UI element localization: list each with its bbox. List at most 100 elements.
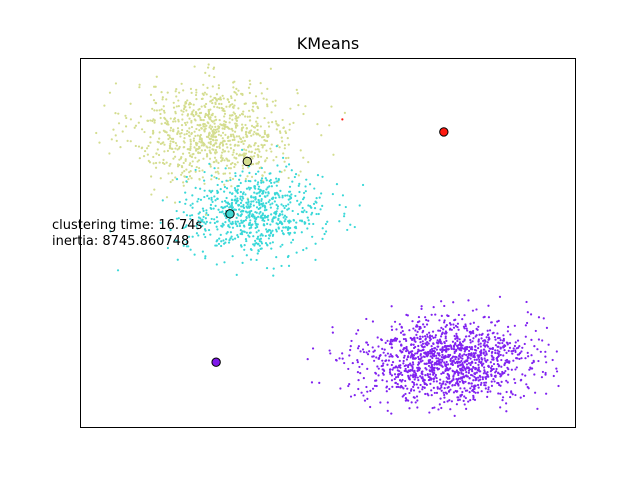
scatter-point	[256, 122, 259, 125]
scatter-point	[233, 187, 237, 190]
scatter-point	[449, 367, 452, 370]
scatter-point	[236, 233, 239, 237]
scatter-point	[344, 205, 347, 209]
scatter-point	[227, 224, 230, 227]
scatter-point	[399, 349, 402, 353]
scatter-point	[257, 144, 260, 148]
scatter-point	[175, 209, 178, 213]
scatter-point	[188, 151, 191, 155]
scatter-point	[393, 373, 397, 376]
scatter-point	[209, 221, 212, 224]
scatter-point	[477, 363, 480, 367]
scatter-point	[486, 373, 489, 377]
scatter-point	[151, 129, 155, 132]
scatter-point	[260, 240, 263, 243]
scatter-point	[231, 153, 234, 156]
scatter-point	[396, 383, 399, 386]
scatter-point	[234, 143, 237, 146]
scatter-point	[477, 325, 480, 328]
scatter-point	[443, 400, 446, 404]
scatter-point	[458, 360, 461, 364]
scatter-point	[437, 329, 440, 332]
scatter-point	[220, 106, 223, 110]
scatter-point	[235, 122, 238, 125]
scatter-point	[236, 161, 239, 164]
scatter-point	[461, 380, 464, 384]
scatter-point	[248, 109, 251, 112]
scatter-point	[447, 348, 450, 351]
scatter-point	[204, 102, 208, 106]
scatter-point	[365, 351, 368, 354]
scatter-point	[394, 365, 398, 368]
scatter-point	[433, 391, 436, 395]
scatter-point	[444, 383, 447, 386]
scatter-point	[265, 179, 268, 182]
scatter-point	[472, 379, 475, 382]
scatter-point	[237, 89, 240, 92]
scatter-point	[450, 346, 453, 349]
scatter-point	[248, 211, 251, 214]
scatter-point	[346, 228, 349, 232]
scatter-point	[496, 359, 499, 363]
scatter-point	[174, 201, 177, 204]
scatter-point	[277, 218, 280, 221]
scatter-point	[250, 195, 253, 199]
scatter-point	[381, 347, 384, 350]
scatter-point	[231, 222, 234, 225]
scatter-point	[269, 242, 272, 245]
scatter-point	[257, 198, 260, 202]
scatter-point	[407, 399, 410, 402]
scatter-point	[349, 348, 352, 352]
scatter-point	[436, 363, 439, 366]
scatter-point	[249, 219, 252, 222]
scatter-point	[416, 406, 419, 409]
scatter-point	[189, 217, 192, 220]
scatter-point	[483, 381, 486, 384]
scatter-point	[149, 136, 152, 139]
scatter-point	[477, 379, 480, 382]
scatter-point	[289, 107, 292, 110]
scatter-point	[161, 199, 164, 202]
scatter-point	[209, 203, 213, 206]
scatter-point	[234, 189, 237, 192]
scatter-point	[271, 100, 274, 103]
scatter-point	[236, 191, 239, 195]
scatter-point	[223, 183, 226, 186]
scatter-point	[248, 91, 251, 95]
scatter-point	[158, 137, 161, 140]
scatter-point	[209, 124, 212, 127]
scatter-point	[450, 328, 453, 331]
scatter-point	[223, 115, 226, 118]
scatter-point	[359, 372, 362, 375]
scatter-point	[183, 133, 186, 136]
scatter-point	[474, 352, 477, 355]
scatter-point	[308, 222, 311, 225]
cluster-centers	[211, 127, 449, 367]
scatter-point	[244, 193, 247, 196]
scatter-point	[235, 87, 238, 90]
scatter-point	[209, 233, 212, 236]
scatter-point	[465, 363, 469, 366]
scatter-point	[400, 325, 403, 328]
scatter-point	[442, 356, 446, 359]
scatter-point	[361, 363, 364, 366]
scatter-point	[242, 209, 245, 213]
scatter-point	[397, 385, 400, 388]
scatter-point	[536, 348, 539, 351]
scatter-point	[177, 217, 180, 220]
scatter-point	[472, 365, 475, 369]
scatter-point	[292, 219, 296, 222]
scatter-point	[256, 105, 259, 108]
scatter-point	[440, 314, 443, 317]
scatter-point	[390, 346, 393, 349]
scatter-point	[477, 376, 480, 379]
scatter-point	[162, 109, 166, 112]
scatter-point	[257, 249, 260, 252]
scatter-point	[260, 166, 263, 170]
scatter-point	[412, 354, 415, 357]
scatter-point	[230, 203, 233, 206]
scatter-point	[402, 337, 406, 341]
scatter-point	[429, 355, 432, 358]
scatter-point	[173, 118, 176, 121]
scatter-point	[419, 358, 422, 361]
